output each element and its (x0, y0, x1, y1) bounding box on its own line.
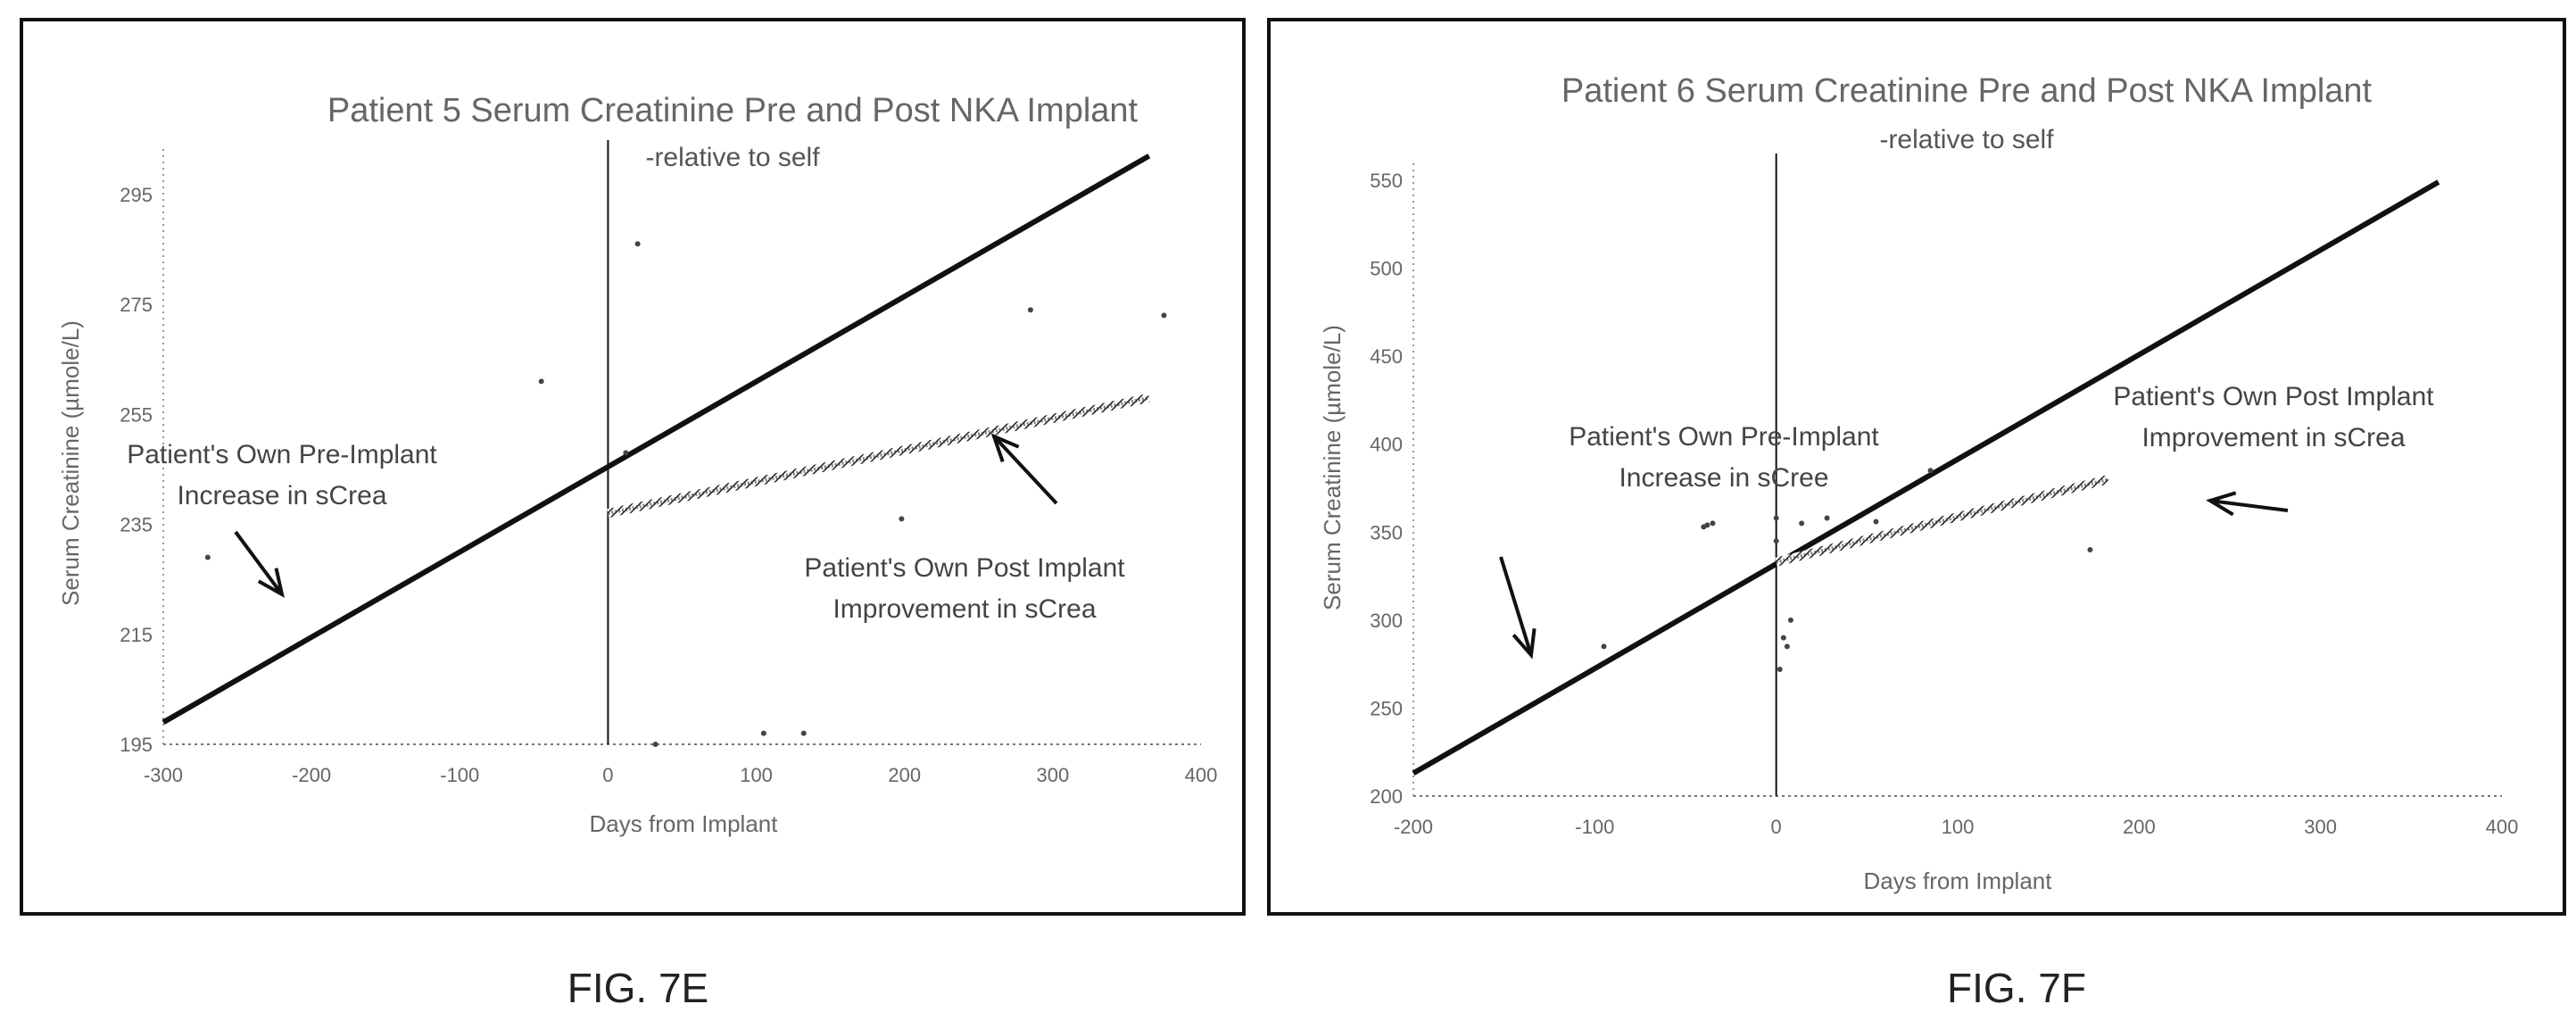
annotation-text: Increase in sCree (1619, 463, 1828, 493)
x-axis-label: Days from Implant (1864, 867, 2053, 894)
annotation-text: Patient's Own Pre-Implant (1569, 422, 1879, 452)
data-point (1784, 643, 1790, 650)
x-tick-label: -100 (440, 764, 479, 786)
x-tick-label: 300 (1036, 764, 1069, 786)
annotation-text: Patient's Own Post Implant (804, 553, 1125, 583)
data-point (899, 516, 905, 522)
x-axis-label: Days from Implant (590, 810, 779, 837)
data-point (1787, 617, 1793, 623)
x-tick-label: -100 (1575, 816, 1614, 838)
x-tick-label: 0 (1771, 816, 1782, 838)
annotation-arrow (2209, 499, 2289, 512)
data-point (538, 378, 544, 385)
data-point (1824, 515, 1830, 521)
data-point (1799, 520, 1805, 527)
y-tick-label: 275 (120, 294, 153, 316)
x-tick-label: -300 (144, 764, 183, 786)
figure-caption-7e: FIG. 7E (567, 965, 709, 1011)
annotation-arrow (992, 435, 1058, 505)
data-point (800, 730, 807, 736)
y-tick-label: 215 (120, 624, 153, 646)
data-point (1927, 468, 1934, 474)
data-point (1773, 515, 1779, 521)
annotation-text: Increase in sCrea (177, 481, 386, 510)
annotation-text: Patient's Own Post Implant (2113, 382, 2434, 411)
data-point (1780, 635, 1786, 641)
trendline-post-implant-texture (608, 395, 1150, 516)
data-point (1704, 522, 1710, 528)
data-point (760, 730, 766, 736)
chart-panel-patient-5: Patient 5 Serum Creatinine Pre and Post … (20, 18, 1246, 916)
data-point (1601, 643, 1607, 650)
x-tick-label: -200 (292, 764, 331, 786)
annotation-arrow-head (990, 433, 1020, 463)
y-tick-label: 295 (120, 184, 153, 206)
annotation-text: Improvement in sCrea (832, 594, 1096, 624)
data-point (634, 241, 641, 247)
x-tick-label: 400 (1185, 764, 1218, 786)
annotation-arrow-head (1512, 627, 1536, 660)
y-tick-label: 300 (1370, 610, 1403, 632)
chart-subtitle: -relative to self (645, 143, 820, 172)
data-point (204, 554, 211, 560)
y-tick-label: 350 (1370, 521, 1403, 544)
x-tick-label: 400 (2486, 816, 2519, 838)
x-tick-label: 200 (2123, 816, 2156, 838)
data-point (1027, 307, 1033, 313)
annotation-arrow (234, 530, 284, 596)
data-point (652, 742, 658, 747)
x-tick-label: -200 (1394, 816, 1433, 838)
data-point (1873, 519, 1879, 525)
annotation-arrow-head (257, 568, 285, 598)
annotation-text: Improvement in sCrea (2141, 423, 2405, 452)
y-tick-label: 235 (120, 514, 153, 536)
y-tick-label: 450 (1370, 345, 1403, 368)
trendline-pre-implant (162, 154, 1151, 725)
y-tick-label: 400 (1370, 434, 1403, 456)
data-point (1161, 312, 1167, 319)
x-tick-label: 100 (740, 764, 773, 786)
y-axis-label: Serum Creatinine (µmole/L) (57, 320, 84, 606)
x-tick-label: 200 (888, 764, 921, 786)
y-axis-label: Serum Creatinine (µmole/L) (1319, 325, 1346, 610)
annotation-arrow (1499, 556, 1533, 656)
x-tick-label: 100 (1942, 816, 1975, 838)
annotation-arrow-head (2206, 491, 2237, 517)
data-point (1710, 520, 1716, 527)
y-tick-label: 255 (120, 403, 153, 426)
data-point (1777, 667, 1783, 673)
trendline-pre-implant (1412, 179, 2440, 776)
data-point (2087, 547, 2093, 552)
y-tick-label: 200 (1370, 785, 1403, 808)
y-tick-label: 195 (120, 734, 153, 756)
chart-subtitle: -relative to self (1879, 125, 2054, 154)
y-tick-label: 500 (1370, 258, 1403, 280)
chart-title: Patient 5 Serum Creatinine Pre and Post … (327, 92, 1139, 129)
trendline-post-implant (1775, 475, 2109, 567)
y-tick-label: 250 (1370, 697, 1403, 719)
figure-caption-7f: FIG. 7F (1947, 965, 2086, 1011)
data-point (1773, 538, 1779, 544)
x-tick-label: 300 (2304, 816, 2337, 838)
data-point (623, 450, 629, 456)
annotation-text: Patient's Own Pre-Implant (127, 440, 437, 469)
chart-title: Patient 6 Serum Creatinine Pre and Post … (1561, 72, 2373, 110)
chart-svg-patient-6: Patient 6 Serum Creatinine Pre and Post … (1319, 72, 2519, 894)
chart-panel-patient-6: Patient 6 Serum Creatinine Pre and Post … (1267, 18, 2566, 916)
chart-svg-patient-5: Patient 5 Serum Creatinine Pre and Post … (57, 92, 1218, 837)
x-tick-label: 0 (602, 764, 613, 786)
y-tick-label: 550 (1370, 170, 1403, 192)
